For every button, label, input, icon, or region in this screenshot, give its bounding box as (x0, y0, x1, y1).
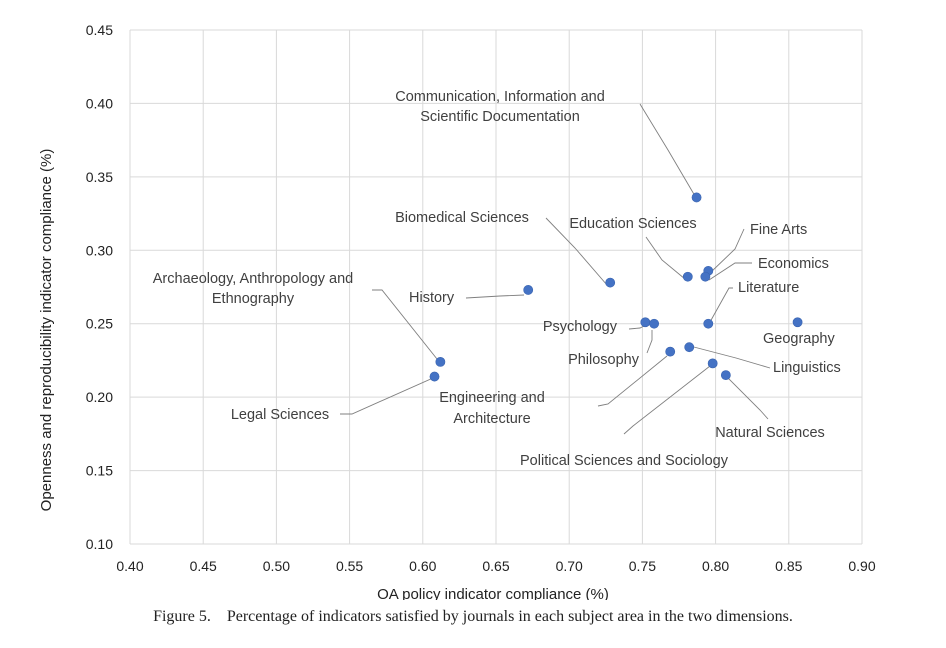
point-label: Scientific Documentation (420, 109, 580, 125)
x-tick-label: 0.80 (702, 558, 729, 574)
leader-line (545, 217, 608, 286)
y-tick-label: 0.15 (86, 463, 113, 479)
x-tick-label: 0.50 (263, 558, 290, 574)
leader-line (708, 262, 752, 281)
leader-line (645, 236, 686, 280)
point-label: Psychology (543, 319, 618, 335)
leader-line (639, 103, 696, 197)
point-label: Natural Sciences (715, 425, 825, 441)
leader-line (597, 355, 668, 407)
data-point (792, 317, 803, 328)
data-point (682, 271, 693, 282)
point-label: Biomedical Sciences (395, 210, 529, 226)
x-tick-label: 0.85 (775, 558, 802, 574)
point-label: Ethnography (212, 291, 295, 307)
data-point (649, 318, 660, 329)
y-tick-label: 0.35 (86, 169, 113, 185)
x-tick-label: 0.40 (116, 558, 143, 574)
point-label: Education Sciences (569, 216, 696, 232)
y-tick-label: 0.30 (86, 242, 113, 258)
x-tick-label: 0.70 (556, 558, 583, 574)
x-axis-ticks: 0.40 0.45 0.50 0.55 0.60 0.65 0.70 0.75 0.80 0.85… (116, 558, 875, 574)
point-label: Literature (738, 280, 799, 296)
leader-line (709, 287, 733, 323)
point-labels: Communication, Information and Scientific… (153, 89, 841, 469)
y-tick-label: 0.10 (86, 536, 113, 552)
data-point (720, 370, 731, 381)
data-point (605, 277, 616, 288)
y-tick-label: 0.40 (86, 95, 113, 111)
point-label: Political Sciences and Sociology (520, 453, 729, 469)
x-axis-title: OA policy indicator compliance (%) (377, 586, 609, 600)
data-point (665, 346, 676, 357)
point-label: Economics (758, 256, 829, 272)
point-label: Linguistics (773, 360, 841, 376)
point-label: Archaeology, Anthropology and (153, 271, 353, 287)
leader-line (465, 294, 525, 299)
point-label: History (409, 290, 455, 306)
scatter-chart: Communication, Information and Scientific… (38, 22, 876, 600)
x-tick-label: 0.55 (336, 558, 363, 574)
data-point (523, 285, 534, 295)
leader-line (725, 375, 769, 420)
point-label: Fine Arts (750, 222, 807, 238)
leader-line (709, 228, 745, 274)
data-points (429, 192, 803, 382)
point-label: Philosophy (568, 352, 640, 368)
point-label: Geography (763, 331, 835, 347)
y-tick-label: 0.20 (86, 389, 113, 405)
data-point (700, 271, 711, 282)
point-label: Engineering and (439, 390, 545, 406)
point-label: Architecture (453, 411, 530, 427)
leader-line (623, 365, 711, 435)
data-point (684, 342, 695, 353)
point-label: Legal Sciences (231, 407, 329, 423)
x-tick-label: 0.60 (409, 558, 436, 574)
figure-caption: Figure 5. Percentage of indicators satis… (153, 608, 793, 625)
data-point (429, 371, 440, 382)
leader-line (689, 345, 771, 369)
data-point (707, 358, 718, 369)
data-point (640, 317, 651, 328)
y-tick-label: 0.45 (86, 22, 113, 38)
x-tick-label: 0.75 (629, 558, 656, 574)
x-tick-label: 0.90 (848, 558, 875, 574)
data-point (435, 356, 446, 367)
data-point (691, 192, 702, 203)
gridlines (129, 29, 863, 545)
leader-line (372, 289, 438, 360)
leader-lines (340, 103, 771, 435)
leader-line (646, 330, 653, 354)
x-tick-label: 0.65 (482, 558, 509, 574)
y-axis-title: Openness and reproducibility indicator c… (38, 149, 55, 512)
x-tick-label: 0.45 (190, 558, 217, 574)
y-axis-ticks: 0.10 0.15 0.20 0.25 0.30 0.35 0.40 0.45 (86, 22, 113, 552)
y-tick-label: 0.25 (86, 316, 113, 332)
leader-line (340, 377, 434, 415)
point-label: Communication, Information and (395, 89, 605, 105)
data-point (703, 318, 714, 329)
